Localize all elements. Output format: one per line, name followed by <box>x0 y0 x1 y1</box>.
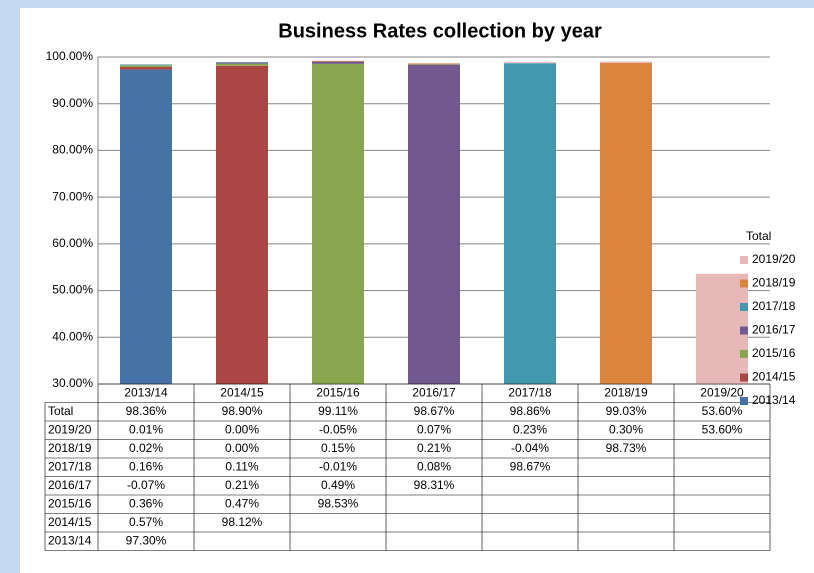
table-cell: 0.49% <box>321 478 355 492</box>
y-tick-label: 50.00% <box>52 283 93 297</box>
table-row-label: 2015/16 <box>48 496 92 510</box>
table-cell: 0.15% <box>321 441 355 455</box>
labels: 30.00% 40.00% 50.00% 60.00% 70.00% 80.00% 90.0… <box>44 49 796 551</box>
y-tick-label: 100.00% <box>46 49 94 63</box>
legend-swatch <box>740 350 748 358</box>
table-cell: 98.73% <box>606 441 647 455</box>
table-cell: 0.00% <box>225 441 259 455</box>
bar-segment <box>504 63 556 384</box>
x-tick-label: 2018/19 <box>604 385 648 399</box>
table-cell: 0.16% <box>129 459 163 473</box>
table-cell: 53.60% <box>702 422 743 436</box>
bar-segment <box>312 60 364 62</box>
legend-title: Total <box>746 229 771 243</box>
bar-segment <box>216 62 268 63</box>
table-cell: 97.30% <box>126 533 167 547</box>
table-row-label: 2014/15 <box>48 515 92 529</box>
table-cell: 98.31% <box>414 478 455 492</box>
bars <box>120 60 748 384</box>
y-tick-label: 80.00% <box>52 143 93 157</box>
legend-label: 2019/20 <box>752 252 796 266</box>
y-tick-label: 70.00% <box>52 189 93 203</box>
bar-segment <box>120 64 172 66</box>
table-cell: 0.30% <box>609 422 643 436</box>
table-cell: -0.01% <box>319 459 357 473</box>
legend-swatch <box>740 256 748 264</box>
x-tick-label: 2017/18 <box>508 385 552 399</box>
legend-label: 2013/14 <box>752 393 796 407</box>
y-tick-label: 90.00% <box>52 96 93 110</box>
table-row-label: 2017/18 <box>48 459 92 473</box>
legend-swatch <box>740 303 748 311</box>
bar-segment <box>216 65 268 384</box>
bar-segment <box>600 62 652 384</box>
y-tick-label: 30.00% <box>52 376 93 390</box>
bar-segment <box>120 69 172 384</box>
table-cell: 0.07% <box>417 422 451 436</box>
legend-swatch <box>740 326 748 335</box>
x-tick-label: 2016/17 <box>412 385 456 399</box>
legend-label: 2018/19 <box>752 276 796 290</box>
x-tick-label: 2013/14 <box>124 385 168 399</box>
table-cell: 98.67% <box>414 404 455 418</box>
table-cell: 98.12% <box>222 515 263 529</box>
legend-label: 2015/16 <box>752 346 796 360</box>
table-cell: 0.01% <box>129 422 163 436</box>
legend-swatch <box>740 397 748 405</box>
bar-segment <box>120 65 172 67</box>
legend-label: 2014/15 <box>752 370 796 384</box>
x-tick-label: 2014/15 <box>220 385 264 399</box>
bar-segment <box>696 273 748 384</box>
table-row-label: Total <box>48 404 73 418</box>
table-cell: 98.67% <box>510 459 551 473</box>
table-cell: 0.36% <box>129 496 163 510</box>
table-cell: -0.07% <box>127 478 165 492</box>
legend-label: 2017/18 <box>752 299 796 313</box>
table-cell: 98.86% <box>510 404 551 418</box>
table-cell: -0.04% <box>511 441 549 455</box>
legend-swatch <box>740 279 748 288</box>
y-tick-label: 60.00% <box>52 236 93 250</box>
table-cell: 0.08% <box>417 459 451 473</box>
table-cell: 0.47% <box>225 496 259 510</box>
bar-segment <box>600 61 652 63</box>
bar-segment <box>504 62 556 64</box>
bar-segment <box>216 62 268 64</box>
table-row-label: 2013/14 <box>48 533 92 547</box>
table-cell: 53.60% <box>702 404 743 418</box>
table-cell: 0.57% <box>129 515 163 529</box>
table-cell: 0.21% <box>225 478 259 492</box>
bar-segment <box>312 61 364 64</box>
table-cell: 99.11% <box>318 404 358 418</box>
table-row-label: 2018/19 <box>48 441 92 455</box>
table-cell: 0.23% <box>513 422 547 436</box>
bar-segment <box>216 63 268 66</box>
table-row-label: 2016/17 <box>48 478 92 492</box>
table-cell: 98.36% <box>126 404 167 418</box>
bar-segment <box>312 63 364 384</box>
table-cell: 98.90% <box>222 404 263 418</box>
legend-swatch <box>740 373 748 382</box>
bar-segment <box>408 63 460 65</box>
x-tick-label: 2015/16 <box>316 385 360 399</box>
table-cell: 0.21% <box>417 441 451 455</box>
x-tick-label: 2019/20 <box>700 385 744 399</box>
table-cell: 99.03% <box>606 404 647 418</box>
y-tick-label: 40.00% <box>52 329 93 343</box>
chart-title: Business Rates collection by year <box>278 20 602 42</box>
table-cell: 0.11% <box>225 459 258 473</box>
table-cell: 0.02% <box>129 441 163 455</box>
table-cell: 0.00% <box>225 422 259 436</box>
table-cell: 98.53% <box>318 496 359 510</box>
table-row-label: 2019/20 <box>48 422 92 436</box>
table-cell: -0.05% <box>319 422 357 436</box>
legend-label: 2016/17 <box>752 323 796 337</box>
bar-segment <box>120 66 172 70</box>
bar-segment <box>408 64 460 384</box>
